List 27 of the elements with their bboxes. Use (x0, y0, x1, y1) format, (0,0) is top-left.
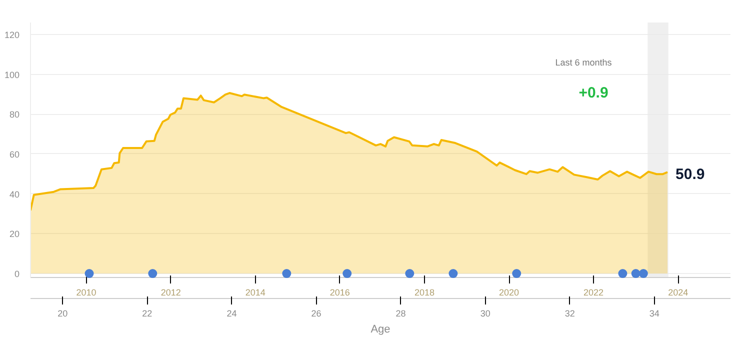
y-tick-label: 80 (9, 110, 20, 120)
x-tick-label: 34 (649, 308, 660, 318)
x-tick-label: 28 (396, 308, 406, 318)
x-tick-label: 32 (564, 308, 575, 318)
y-tick-label: 40 (9, 189, 20, 200)
x2-tick-label: 2018 (414, 288, 434, 298)
y-tick-label: 0 (14, 269, 20, 280)
x-tick-label: 20 (58, 308, 68, 318)
x2-tick-label: 2024 (668, 288, 688, 298)
x2-tick-label: 2020 (498, 288, 520, 298)
x-tick-label: 30 (480, 308, 490, 318)
x-tick-label: 24 (226, 308, 237, 318)
x-tick-label: 22 (142, 308, 152, 318)
y-tick-label: 60 (9, 149, 20, 160)
x-axis-title: Age (370, 324, 390, 336)
x2-tick-label: 2014 (245, 288, 266, 298)
x2-tick-label: 2016 (330, 288, 350, 298)
annotation: Last 6 months (555, 58, 612, 68)
x2-tick-label: 2012 (160, 288, 181, 298)
y-tick-label: 20 (9, 229, 20, 240)
annotation: +0.9 (578, 84, 608, 102)
y-tick-label: 120 (4, 30, 20, 40)
x-tick-label: 26 (311, 308, 322, 318)
annotation: 50.9 (676, 166, 705, 184)
x2-tick-label: 2010 (76, 288, 96, 298)
y-tick-label: 100 (4, 70, 20, 80)
x2-tick-label: 2022 (584, 288, 604, 298)
